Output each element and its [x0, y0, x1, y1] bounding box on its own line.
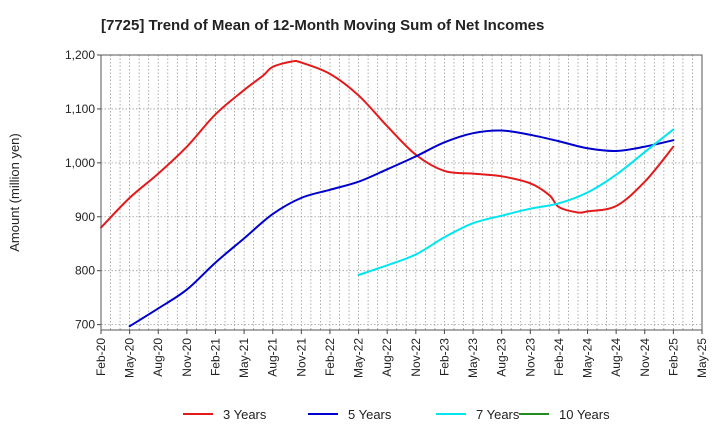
plot-area [101, 55, 702, 330]
x-tick-label: Aug-22 [380, 338, 394, 377]
x-tick-label: May-23 [466, 338, 480, 378]
x-tick-label: Nov-24 [638, 338, 652, 377]
x-tick-label: Nov-23 [523, 338, 537, 377]
x-tick-label: Feb-24 [552, 338, 566, 376]
x-tick-label: Feb-21 [208, 338, 222, 376]
y-tick-label: 1,200 [65, 48, 95, 62]
x-tick-label: Feb-22 [323, 338, 337, 376]
x-tick-label: Aug-24 [609, 338, 623, 377]
y-axis-label: Amount (million yen) [7, 133, 22, 252]
x-tick-label: Nov-21 [294, 338, 308, 377]
y-tick-label: 1,100 [65, 102, 95, 116]
plot-border [100, 54, 703, 331]
y-tick-label: 800 [75, 264, 95, 278]
y-tick-label: 900 [75, 210, 95, 224]
x-tick-label: Feb-23 [437, 338, 451, 376]
y-tick-label: 1,000 [65, 156, 95, 170]
legend-label-10-years: 10 Years [559, 407, 610, 422]
x-tick-label: Nov-20 [180, 338, 194, 377]
legend-label-5-years: 5 Years [348, 407, 392, 422]
x-tick-label: Feb-25 [666, 338, 680, 376]
x-tick-label: Aug-23 [495, 338, 509, 377]
y-axis: 700 800 900 1,000 1,100 1,200 [65, 48, 101, 332]
x-tick-label: May-24 [581, 338, 595, 378]
x-tick-label: May-25 [695, 338, 709, 378]
x-tick-label: May-21 [237, 338, 251, 378]
series-line-7-years [357, 128, 675, 276]
legend-label-3-years: 3 Years [223, 407, 267, 422]
plot-background [101, 55, 702, 330]
x-tick-label: Feb-20 [94, 338, 108, 376]
chart-title: [7725] Trend of Mean of 12-Month Moving … [101, 17, 544, 34]
x-tick-label: Nov-22 [409, 338, 423, 377]
x-axis: Feb-20 May-20 Aug-20 Nov-20 Feb-21 May-21 Aug-… [94, 330, 709, 378]
legend: 3 Years 5 Years 7 Years 10 Years [183, 407, 610, 422]
x-tick-label: Aug-21 [266, 338, 280, 377]
x-tick-label: May-20 [123, 338, 137, 378]
x-tick-label: Aug-20 [151, 338, 165, 377]
series-line-5-years [128, 129, 675, 328]
y-tick-label: 700 [75, 318, 95, 332]
legend-label-7-years: 7 Years [476, 407, 520, 422]
series-layer [100, 59, 675, 328]
x-tick-label: May-22 [352, 338, 366, 378]
series-line-3-years [100, 59, 675, 229]
